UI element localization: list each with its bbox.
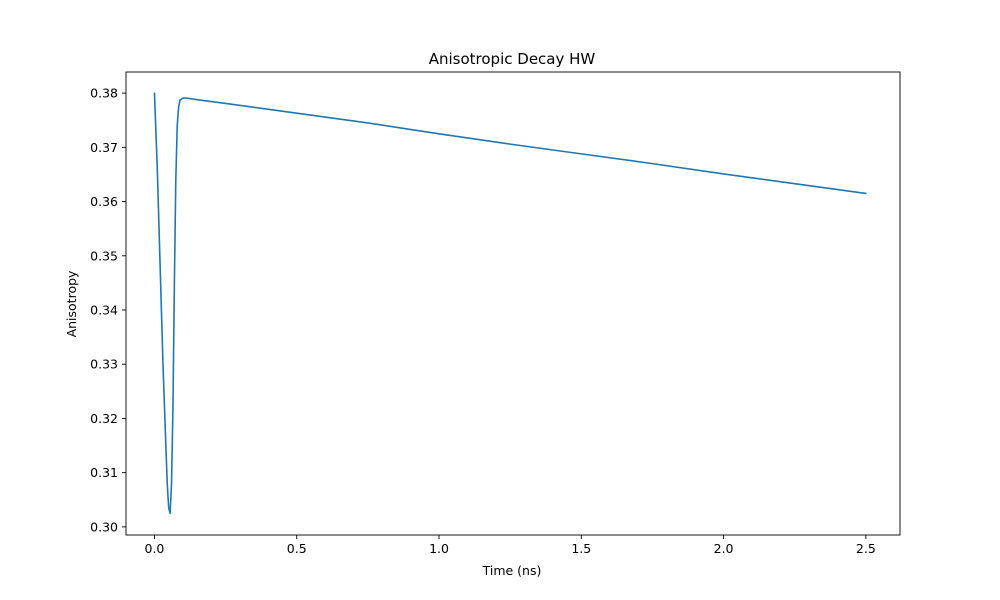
series-line [153, 92, 867, 515]
y-tick-label: 0.33 [90, 357, 118, 372]
chart-title: Anisotropic Decay HW [429, 50, 596, 68]
x-tick-label: 1.0 [429, 541, 449, 556]
x-tick-label: 1.5 [571, 541, 591, 556]
y-axis-label: Anisotropy [64, 270, 79, 337]
y-tick-label: 0.38 [90, 86, 118, 101]
y-tick-label: 0.37 [90, 140, 118, 155]
y-tick-label: 0.32 [90, 411, 118, 426]
x-tick-label: 2.0 [714, 541, 734, 556]
y-tick-label: 0.31 [90, 465, 118, 480]
y-tick-label: 0.30 [90, 519, 118, 534]
plot-frame [125, 71, 901, 536]
x-axis: 0.0 0.5 1.0 1.5 2.0 2.5 [145, 535, 876, 556]
x-tick-label: 0.5 [287, 541, 307, 556]
x-tick-label: 0.0 [145, 541, 165, 556]
y-tick-label: 0.36 [90, 194, 118, 209]
y-tick-label: 0.35 [90, 248, 118, 263]
x-axis-label: Time (ns) [482, 563, 542, 578]
y-axis: 0.30 0.31 0.32 0.33 0.34 0.35 0.36 0.37 0.38 [90, 86, 126, 534]
y-tick-label: 0.34 [90, 303, 118, 318]
x-tick-label: 2.5 [856, 541, 876, 556]
